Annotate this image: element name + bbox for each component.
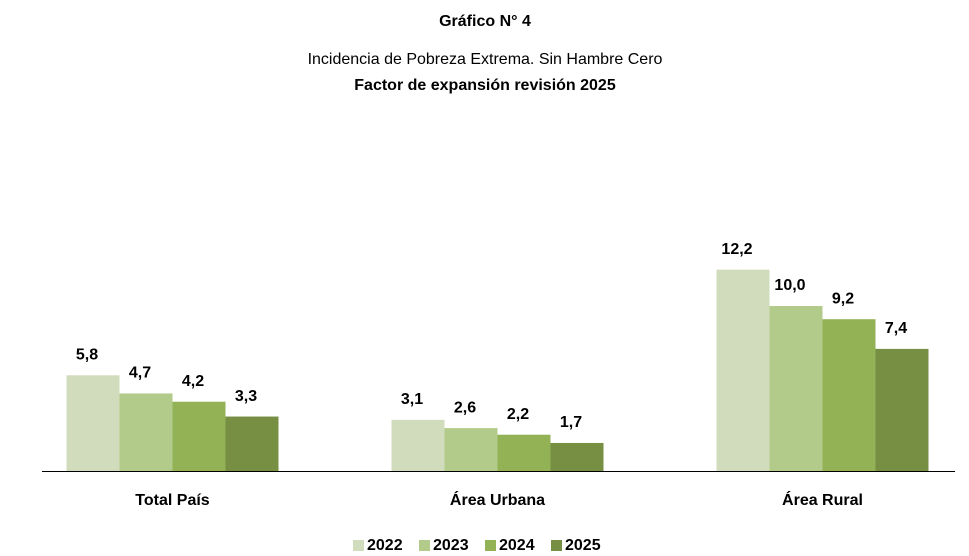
data-label: 1,7	[560, 414, 582, 431]
legend-label: 2023	[433, 537, 469, 554]
bar	[769, 306, 823, 471]
chart-subtitle: Factor de expansión revisión 2025	[354, 77, 616, 94]
data-label: 10,0	[774, 277, 805, 294]
bar	[391, 419, 445, 471]
bar	[119, 393, 173, 471]
legend-label: 2025	[565, 537, 601, 554]
data-label: 2,6	[454, 399, 476, 416]
data-label: 4,2	[182, 373, 204, 390]
bar	[225, 416, 279, 471]
bar	[497, 434, 551, 471]
data-label: 5,8	[76, 347, 98, 364]
legend-label: 2024	[499, 537, 535, 554]
data-label: 4,7	[129, 365, 151, 382]
legend-swatch	[485, 540, 496, 551]
bar	[875, 348, 929, 471]
data-label: 2,2	[507, 406, 529, 423]
x-tick-label: Área Urbana	[450, 490, 545, 509]
data-label: 9,2	[832, 290, 854, 307]
legend-label: 2022	[367, 537, 403, 554]
chart-title: Gráfico N° 4	[439, 13, 531, 30]
data-label: 12,2	[721, 241, 752, 258]
legend-swatch	[551, 540, 562, 551]
legend-swatch	[419, 540, 430, 551]
bar	[716, 269, 770, 471]
chart-subtitle: Incidencia de Pobreza Extrema. Sin Hambr…	[308, 51, 663, 68]
x-tick-label: Total País	[135, 492, 209, 509]
bar	[550, 442, 604, 471]
bar	[66, 375, 120, 471]
x-tick-label: Área Rural	[782, 490, 863, 509]
bar	[444, 428, 498, 471]
data-label: 3,3	[235, 388, 257, 405]
bar	[172, 401, 226, 471]
data-label: 3,1	[401, 391, 423, 408]
bar	[822, 319, 876, 471]
data-label: 7,4	[885, 320, 907, 337]
legend-swatch	[353, 540, 364, 551]
